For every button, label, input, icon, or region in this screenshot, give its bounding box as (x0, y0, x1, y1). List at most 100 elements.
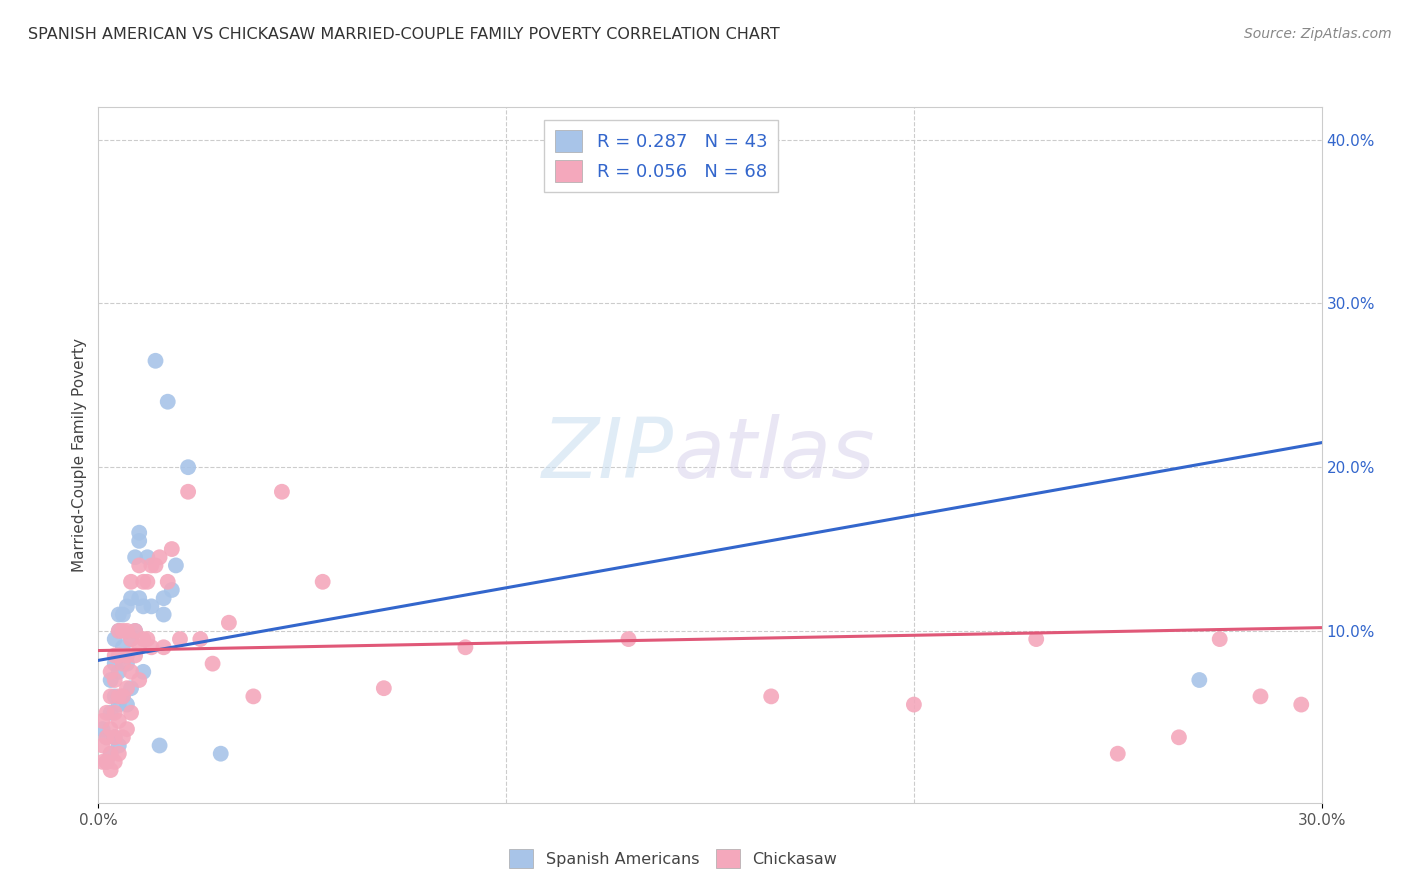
Point (111, 624, 134, 638)
Point (177, 484, 200, 499)
Point (115, 648, 138, 663)
Point (91, 722, 114, 736)
Point (108, 690, 131, 704)
Point (149, 550, 172, 565)
Point (312, 574, 335, 589)
Point (91, 755, 114, 769)
Point (111, 731, 134, 745)
Point (124, 550, 146, 565)
Point (145, 353, 167, 368)
Point (108, 665, 131, 679)
Point (96, 706, 118, 720)
Point (156, 574, 179, 589)
Point (270, 484, 294, 499)
Point (108, 747, 131, 761)
Point (149, 739, 172, 753)
Point (1167, 731, 1189, 745)
Point (152, 640, 174, 655)
Point (111, 640, 134, 655)
Point (104, 731, 127, 745)
Point (124, 624, 146, 638)
Point (152, 591, 174, 606)
Point (115, 722, 138, 736)
Point (128, 558, 150, 573)
Point (96, 731, 118, 745)
Point (373, 681, 395, 696)
Point (145, 558, 167, 573)
Point (1209, 632, 1232, 646)
Point (152, 607, 174, 622)
Point (218, 615, 240, 630)
Point (100, 665, 122, 679)
Y-axis label: Married-Couple Family Poverty: Married-Couple Family Poverty (72, 338, 87, 572)
Point (104, 632, 127, 646)
Point (100, 690, 122, 704)
Point (124, 624, 146, 638)
Point (120, 574, 142, 589)
Point (201, 657, 224, 671)
Point (108, 648, 131, 663)
Point (209, 747, 232, 761)
Point (141, 558, 163, 573)
Point (617, 632, 640, 646)
Point (104, 690, 127, 704)
Point (96, 755, 118, 769)
Legend: Spanish Americans, Chickasaw: Spanish Americans, Chickasaw (503, 843, 844, 875)
Point (115, 599, 138, 614)
Text: SPANISH AMERICAN VS CHICKASAW MARRIED-COUPLE FAMILY POVERTY CORRELATION CHART: SPANISH AMERICAN VS CHICKASAW MARRIED-CO… (28, 27, 780, 42)
Point (124, 648, 146, 663)
Point (903, 698, 925, 712)
Point (104, 673, 127, 687)
Point (132, 665, 155, 679)
Point (115, 657, 138, 671)
Point (128, 640, 150, 655)
Point (1107, 747, 1129, 761)
Point (104, 648, 127, 663)
Point (111, 657, 134, 671)
Point (128, 591, 150, 606)
Point (242, 690, 264, 704)
Point (108, 624, 131, 638)
Point (132, 599, 155, 614)
Point (120, 632, 142, 646)
Point (177, 460, 200, 475)
Point (104, 731, 127, 745)
Point (100, 722, 122, 736)
Point (120, 681, 142, 696)
Point (120, 706, 142, 720)
Point (169, 632, 191, 646)
Point (120, 665, 142, 679)
Point (120, 632, 142, 646)
Point (165, 558, 187, 573)
Point (100, 763, 122, 777)
Point (141, 640, 163, 655)
Point (160, 542, 183, 557)
Point (188, 632, 212, 646)
Point (111, 690, 134, 704)
Point (1025, 632, 1047, 646)
Point (100, 673, 122, 687)
Point (108, 739, 131, 753)
Point (100, 747, 122, 761)
Text: Source: ZipAtlas.com: Source: ZipAtlas.com (1244, 27, 1392, 41)
Point (100, 706, 122, 720)
Point (108, 607, 131, 622)
Point (156, 394, 179, 409)
Point (91, 739, 114, 753)
Point (160, 582, 183, 597)
Point (100, 747, 122, 761)
Point (120, 591, 142, 606)
Point (108, 714, 131, 728)
Point (115, 698, 138, 712)
Point (96, 731, 118, 745)
Point (1249, 690, 1271, 704)
Point (104, 657, 127, 671)
Point (108, 698, 131, 712)
Point (111, 690, 134, 704)
Point (115, 624, 138, 638)
Point (128, 533, 150, 548)
Point (111, 607, 134, 622)
Point (136, 574, 159, 589)
Point (104, 755, 127, 769)
Point (91, 714, 114, 728)
